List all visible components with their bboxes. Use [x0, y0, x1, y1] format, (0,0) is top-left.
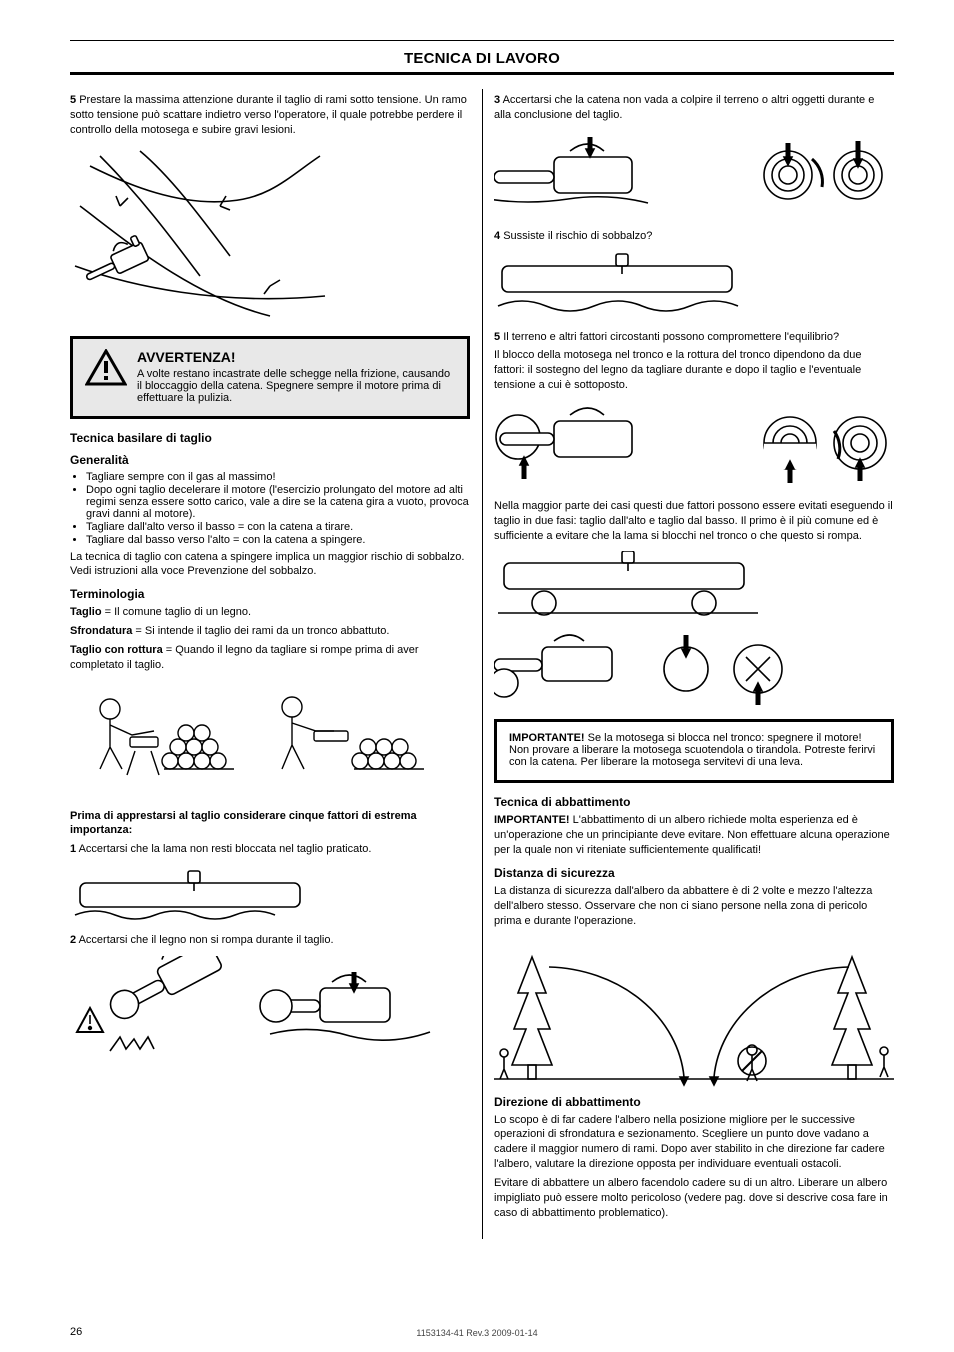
- felling-note: IMPORTANTE! L'abbattimento di un albero …: [494, 813, 894, 858]
- general-item: Dopo ogni taglio decelerare il motore (l…: [86, 484, 470, 520]
- term-sfrondatura: Sfrondatura = Si intende il taglio dei r…: [70, 624, 470, 639]
- avoid-para: Nella maggior parte dei casi questi due …: [494, 499, 894, 544]
- branch-tension-icon: [70, 146, 330, 326]
- cutting-technique-heading: Tecnica basilare di taglio: [70, 431, 470, 445]
- before-2-num: 2: [70, 934, 76, 946]
- log-supports-icon: [494, 551, 774, 621]
- safe-distance-body: La distanza di sicurezza dall'albero da …: [494, 884, 894, 929]
- direction-heading: Direzione di abbattimento: [494, 1095, 894, 1109]
- cut-bottomup-icon: [494, 401, 894, 491]
- general-list: Tagliare sempre con il gas al massimo! D…: [86, 471, 470, 546]
- left-column: 5 Prestare la massima attenzione durante…: [70, 89, 482, 1299]
- header-bar: TECNICA DI LAVORO: [70, 47, 894, 72]
- general-item: Tagliare dal basso verso l'alto = con la…: [86, 534, 470, 546]
- two-factors-para: Il blocco della motosega nel tronco e la…: [494, 348, 894, 393]
- step5-para: 5 Prestare la massima attenzione durante…: [70, 93, 470, 138]
- page-number: 26: [70, 1326, 82, 1338]
- important-block: IMPORTANTE! Se la motosega si blocca nel…: [494, 719, 894, 783]
- before-item-2: 2 Accertarsi che il legno non si rompa d…: [70, 933, 470, 948]
- before-item-1: 1 Accertarsi che la lama non resti blocc…: [70, 842, 470, 857]
- important-title: IMPORTANTE!: [509, 732, 585, 744]
- r5-num: 5: [494, 331, 500, 343]
- operator-sawing-icon: [70, 681, 450, 801]
- document-id: 1153134-41 Rev.3 2009-01-14: [416, 1328, 537, 1338]
- general-item: Tagliare dall'alto verso il basso = con …: [86, 521, 470, 533]
- r3-para: 3 Accertarsi che la catena non vada a co…: [494, 93, 894, 123]
- step5-text: Prestare la massima attenzione durante i…: [70, 94, 467, 136]
- term-taglio-label: Taglio: [70, 606, 102, 618]
- right-column: 3 Accertarsi che la catena non vada a co…: [482, 89, 894, 1299]
- log-ground2-icon: [494, 252, 754, 322]
- cut-topdown-icon: [494, 131, 894, 221]
- r4-num: 4: [494, 230, 500, 242]
- step5-number: 5: [70, 94, 76, 106]
- r4-para: 4 Sussiste il rischio di sobbalzo?: [494, 229, 894, 244]
- header-rule-bottom: [70, 72, 894, 75]
- before-1-text: Accertarsi che la lama non resti bloccat…: [79, 843, 372, 855]
- column-separator: [482, 89, 483, 1239]
- before-1-num: 1: [70, 843, 76, 855]
- term-div-label: Taglio con rottura: [70, 644, 163, 656]
- warning-title: AVVERTENZA!: [137, 349, 455, 365]
- r3-text: Accertarsi che la catena non vada a colp…: [494, 94, 874, 121]
- log-ground-icon: [70, 865, 330, 925]
- term-sfr-body: = Si intende il taglio dei rami da un tr…: [132, 625, 389, 637]
- general-tail: La tecnica di taglio con catena a spinge…: [70, 550, 470, 580]
- warning-triangle-icon: [85, 349, 127, 387]
- felling-distance-icon: [494, 937, 894, 1087]
- general-item: Tagliare sempre con il gas al massimo!: [86, 471, 470, 483]
- before-cutting-heading: Prima di apprestarsi al taglio considera…: [70, 809, 470, 839]
- felling-heading: Tecnica di abbattimento: [494, 795, 894, 809]
- term-divaricazione: Taglio con rottura = Quando il legno da …: [70, 643, 470, 673]
- header-title: TECNICA DI LAVORO: [404, 50, 560, 67]
- felling-note-label: IMPORTANTE!: [494, 814, 570, 826]
- safe-distance-heading: Distanza di sicurezza: [494, 866, 894, 880]
- direction-body2: Evitare di abbattere un albero facendolo…: [494, 1176, 894, 1221]
- term-taglio: Taglio = Il comune taglio di un legno.: [70, 605, 470, 620]
- warning-block: AVVERTENZA! A volte restano incastrate d…: [70, 336, 470, 419]
- direction-body: Lo scopo è di far cadere l'albero nella …: [494, 1113, 894, 1172]
- r5-text: Il terreno e altri fattori circostanti p…: [503, 331, 839, 343]
- term-taglio-body: = Il comune taglio di un legno.: [102, 606, 252, 618]
- before-cutting-title: Prima di apprestarsi al taglio considera…: [70, 810, 417, 837]
- terminology-heading: Terminologia: [70, 587, 470, 601]
- before-2-text: Accertarsi che il legno non si rompa dur…: [79, 934, 334, 946]
- r3-num: 3: [494, 94, 500, 106]
- cut-both-icon: [494, 629, 814, 709]
- general-heading: Generalità: [70, 453, 470, 467]
- kickback-cut-icon: [70, 956, 450, 1066]
- header-rule-top: [70, 40, 894, 41]
- r5-para: 5 Il terreno e altri fattori circostanti…: [494, 330, 894, 345]
- term-sfr-label: Sfrondatura: [70, 625, 132, 637]
- r4-text: Sussiste il rischio di sobbalzo?: [503, 230, 652, 242]
- warning-body: A volte restano incastrate delle schegge…: [137, 368, 455, 404]
